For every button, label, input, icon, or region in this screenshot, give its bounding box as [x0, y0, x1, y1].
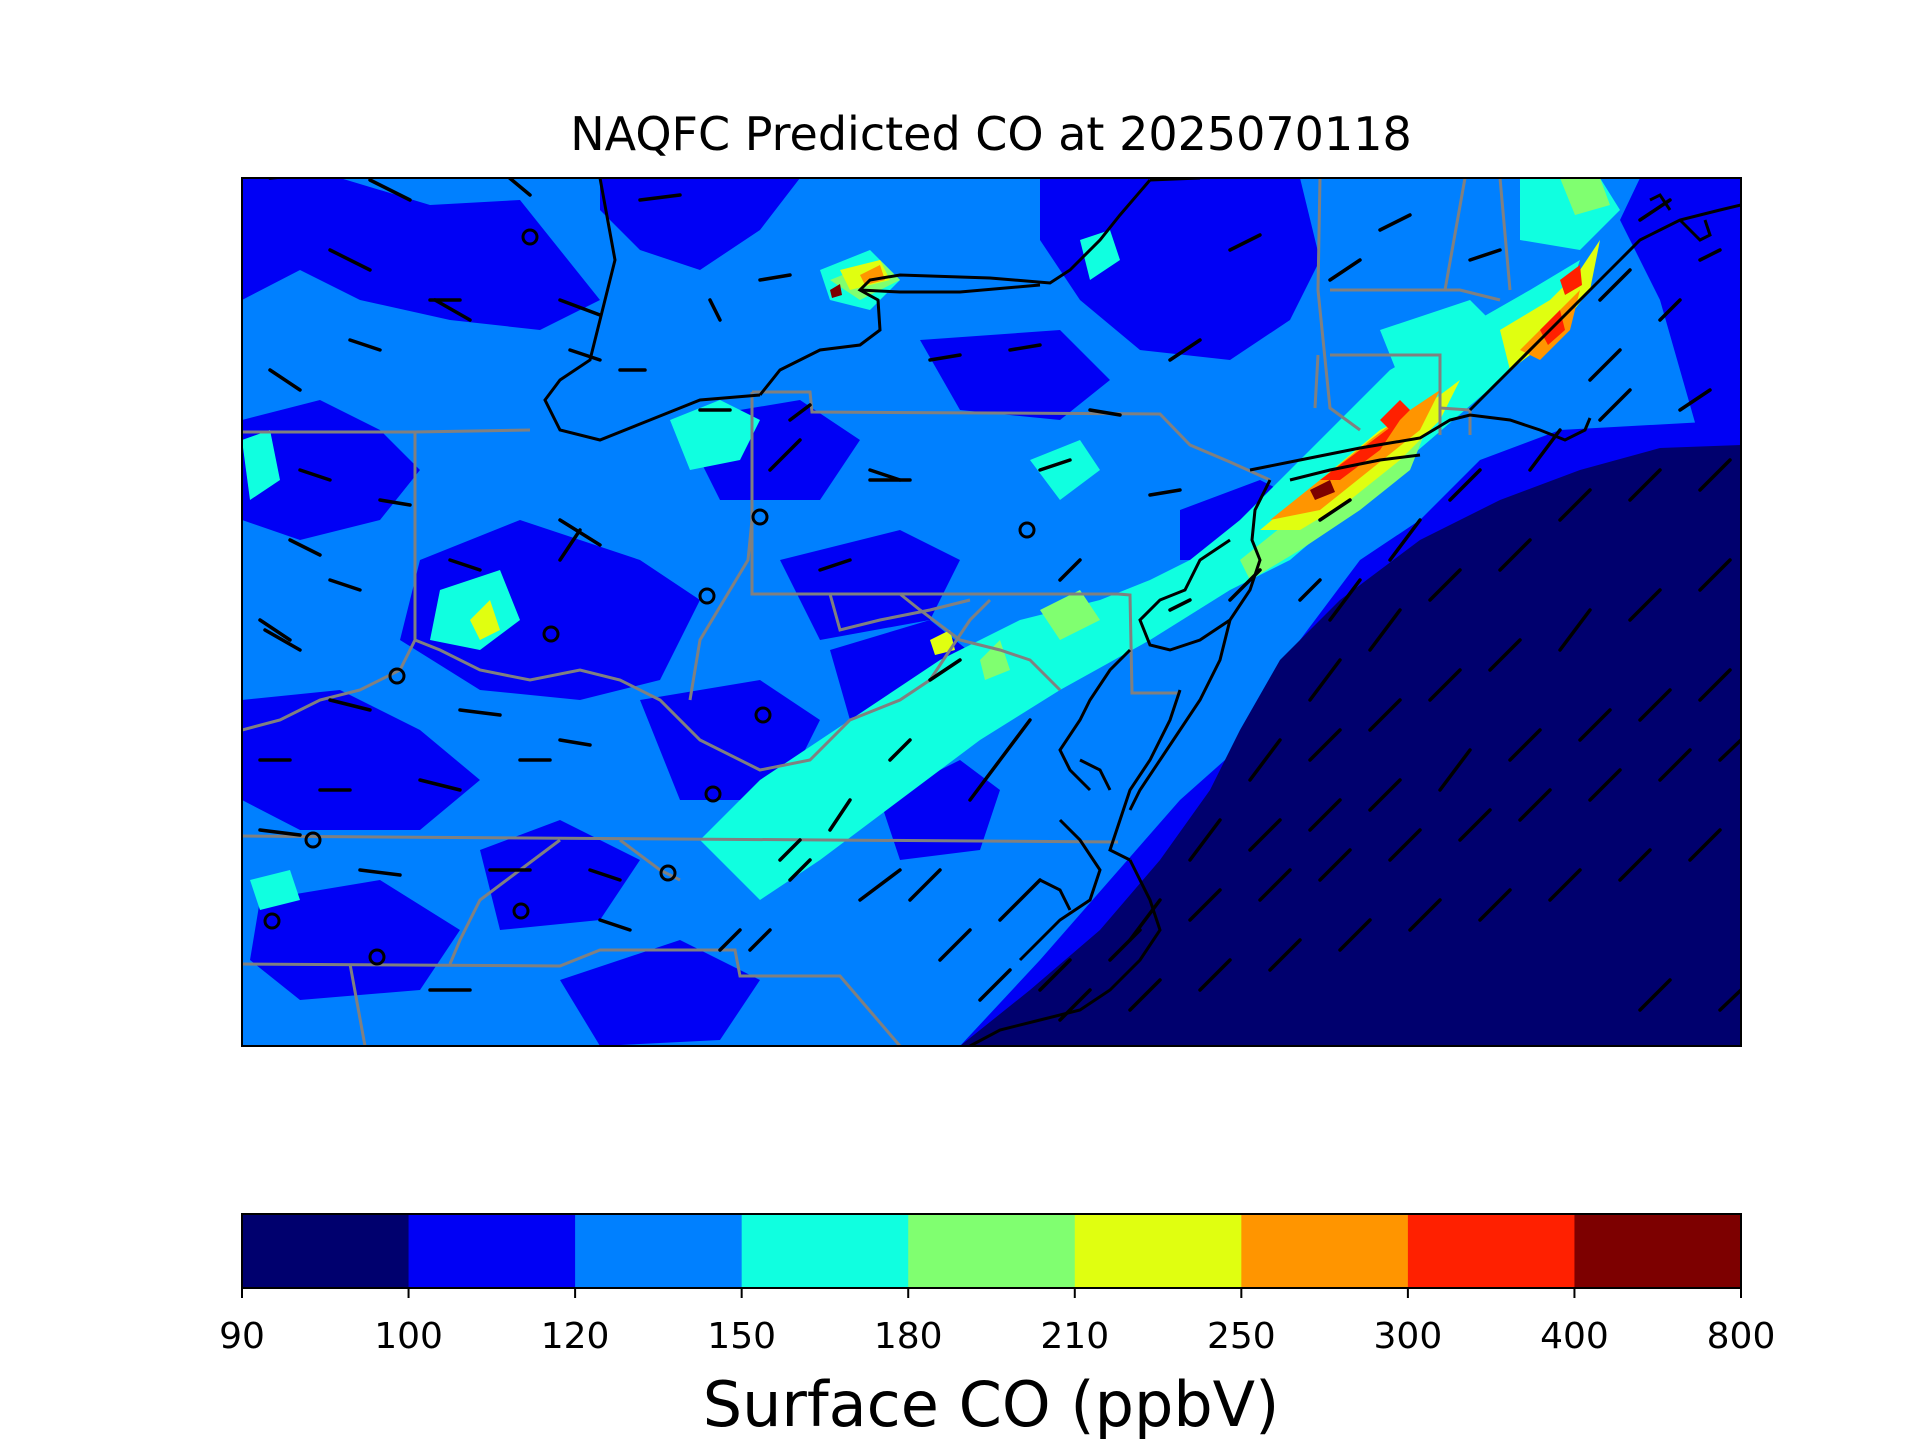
colorbar-segment	[741, 1214, 909, 1288]
colorbar-ticks: 90 100 120 150 180 210 250 300 400 800	[219, 1288, 1775, 1357]
state-borders	[242, 178, 1512, 1046]
map-panel	[242, 178, 1741, 1046]
colorbar	[242, 1214, 1742, 1288]
colorbar-segment	[1074, 1214, 1242, 1288]
colorbar-segment	[908, 1214, 1076, 1288]
colorbar-segment	[242, 1214, 410, 1288]
colorbar-segment	[575, 1214, 743, 1288]
colorbar-tick-label: 180	[874, 1316, 943, 1357]
colorbar-frame	[241, 1213, 1742, 1289]
map-frame	[241, 177, 1742, 1047]
coastlines	[543, 178, 1741, 1046]
map-title: NAQFC Predicted CO at 2025070118	[570, 107, 1412, 161]
colorbar-tick-label: 150	[707, 1316, 776, 1357]
colorbar-tick-label: 800	[1707, 1316, 1776, 1357]
co-band-400-800	[830, 284, 1335, 500]
colorbar-tick-label: 100	[374, 1316, 443, 1357]
colorbar-tick-label: 250	[1207, 1316, 1276, 1357]
colorbar-segment	[1574, 1214, 1742, 1288]
colorbar-segment	[408, 1214, 576, 1288]
wind-barbs	[258, 178, 1741, 1022]
co-band-90-100	[960, 445, 1741, 1046]
colorbar-tick-label: 90	[219, 1316, 265, 1357]
colorbar-tick-label: 210	[1040, 1316, 1109, 1357]
colorbar-tick-label: 400	[1540, 1316, 1609, 1357]
colorbar-segment	[1241, 1214, 1409, 1288]
colorbar-label: Surface CO (ppbV)	[703, 1368, 1280, 1440]
colorbar-tick-label: 300	[1374, 1316, 1443, 1357]
colorbar-tick-label: 120	[541, 1316, 610, 1357]
station-markers	[263, 228, 1036, 966]
colorbar-segment	[1407, 1214, 1575, 1288]
